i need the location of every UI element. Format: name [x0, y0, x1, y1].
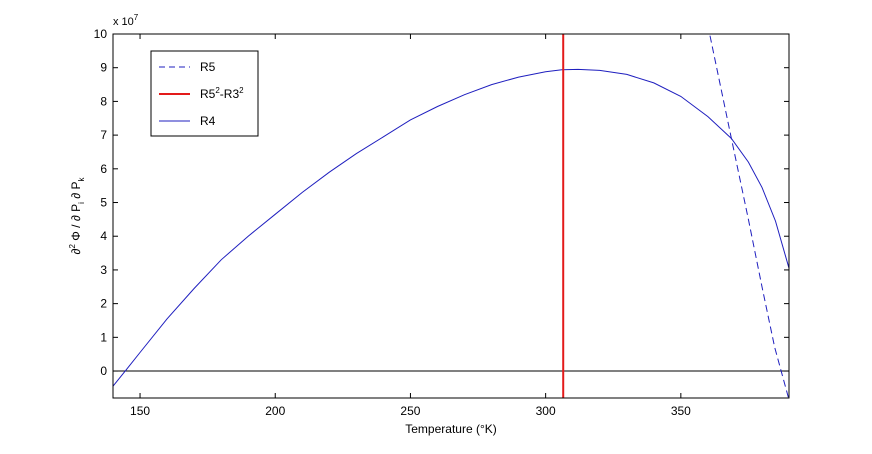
series-line-r4 [113, 68, 789, 387]
y-tick-label: 2 [100, 297, 107, 311]
x-tick-label: 300 [536, 404, 556, 418]
y-axis-label: ∂2 Φ / ∂ Pi ∂ Pk [68, 177, 86, 255]
y-tick-label: 9 [100, 61, 107, 75]
y-tick-label: 1 [100, 330, 107, 344]
y-tick-label: 10 [94, 27, 108, 41]
y-tick-label: 4 [100, 229, 107, 243]
y-tick-label: 0 [100, 364, 107, 378]
legend-r5r3-sup1: 2 [215, 86, 220, 95]
legend-r5r3-base: R5 [200, 87, 216, 101]
y-tick-label: 7 [100, 128, 107, 142]
y-label-sup: 2 [68, 244, 77, 249]
y-label-mid: ∂ P [69, 182, 83, 203]
y-tick-label: 6 [100, 162, 107, 176]
y-exponent-base: x 10 [113, 16, 134, 28]
legend: R5 R52-R32 R4 [150, 50, 259, 137]
y-tick-label: 8 [100, 94, 107, 108]
x-axis-label: Temperature (°K) [405, 422, 497, 436]
ticks-layer: 150 200 250 300 350 0 1 2 3 4 5 6 7 8 9 10 [94, 27, 789, 418]
legend-label-r4: R4 [200, 114, 216, 128]
y-label-sub-k: k [77, 177, 86, 182]
x-tick-label: 150 [130, 404, 150, 418]
y-label-partial: ∂ [69, 248, 83, 254]
legend-r5r3-sup2: 2 [239, 86, 244, 95]
y-label-phi: Φ / ∂ P [69, 204, 83, 244]
y-tick-label: 3 [100, 263, 107, 277]
y-label-sub-i: i [77, 202, 86, 204]
x-tick-label: 350 [671, 404, 691, 418]
y-tick-label: 5 [100, 196, 107, 210]
legend-r5r3-mid: -R3 [220, 87, 240, 101]
series-line-r5 [709, 35, 789, 398]
x-tick-label: 250 [400, 404, 420, 418]
legend-label-r5-r3: R52-R32 [200, 86, 244, 101]
x-tick-label: 200 [265, 404, 285, 418]
plot-frame [112, 33, 790, 399]
y-exponent-power: 7 [134, 13, 139, 22]
series-layer [113, 34, 789, 398]
y-exponent-label: x 107 [113, 13, 139, 28]
legend-label-r5: R5 [200, 60, 216, 74]
